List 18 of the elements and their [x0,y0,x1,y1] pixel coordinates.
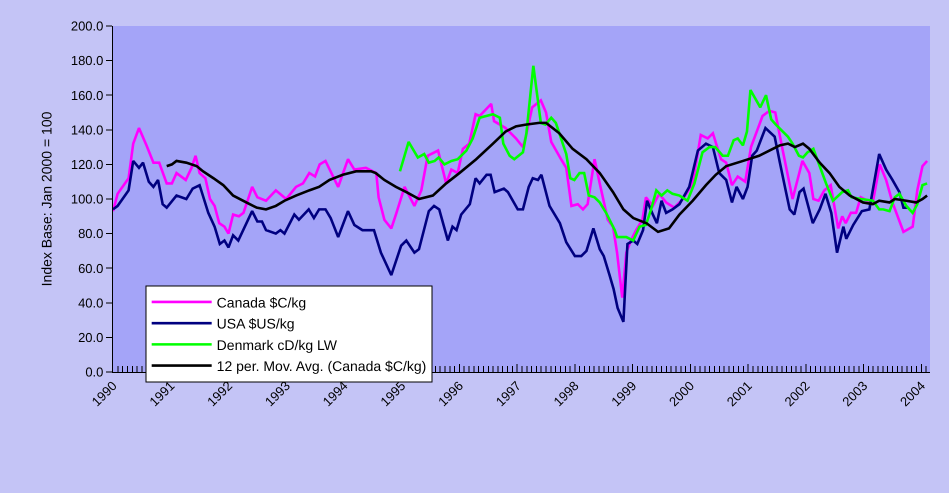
line-series [165,122,928,234]
legend-label: Canada $C/kg [216,294,306,310]
y-tick-label: 140.0 [70,122,104,138]
legend-label: Denmark cD/kg LW [216,336,338,353]
y-tick-label: 60.0 [78,260,104,276]
line-series [398,64,928,242]
legend-label: 12 per. Mov. Avg. (Canada $C/kg) [216,358,426,374]
y-tick-label: 80.0 [78,226,104,242]
y-tick-label: 200.0 [70,18,104,34]
legend-label: USA $US/kg [216,316,295,332]
y-axis-title: Index Base: Jan 2000 = 100 [38,111,54,286]
y-tick-label: 40.0 [78,295,104,310]
y-tick-label: 180.0 [70,53,104,68]
y-tick-label: 160.0 [70,88,104,103]
y-tick-label: 20.0 [78,330,104,345]
y-tick-label: 0.0 [85,364,104,380]
y-tick-label: 100.0 [70,192,104,207]
y-tick-label: 120.0 [70,156,104,172]
